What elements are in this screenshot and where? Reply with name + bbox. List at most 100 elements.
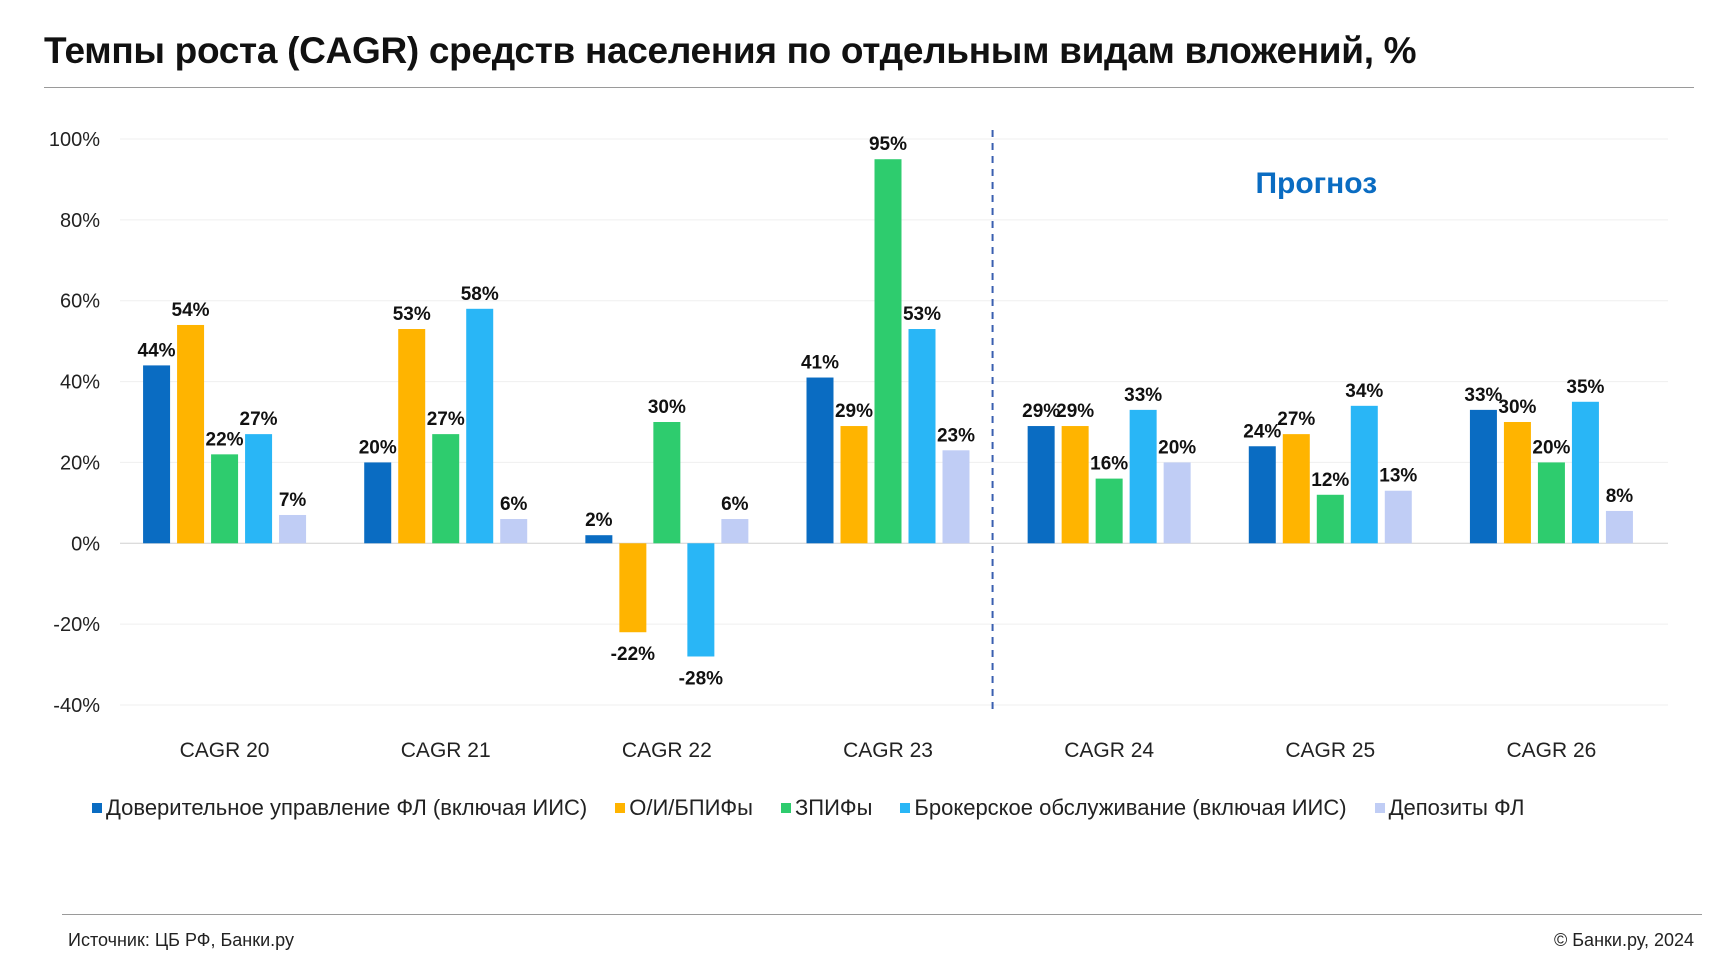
bar (1384, 490, 1412, 544)
bar (1605, 510, 1633, 544)
bar (1027, 426, 1055, 544)
y-tick-label: -20% (53, 614, 100, 636)
legend-label: Брокерское обслуживание (включая ИИС) (914, 795, 1347, 820)
bar (1163, 462, 1191, 544)
bar (1095, 478, 1123, 544)
x-tick-label: CAGR 22 (622, 739, 712, 762)
data-label: 2% (585, 510, 613, 531)
data-label: 20% (1532, 437, 1570, 458)
data-label: 20% (359, 437, 397, 458)
y-tick-label: 40% (60, 372, 100, 394)
bar (1469, 409, 1497, 544)
data-label: 58% (461, 284, 499, 305)
data-label: 27% (427, 409, 465, 430)
legend-label: Депозиты ФЛ (1388, 795, 1525, 820)
legend-item: Брокерское обслуживание (включая ИИС) (900, 795, 1347, 821)
data-label: 20% (1158, 437, 1196, 458)
data-label: 6% (721, 494, 749, 515)
legend-item: Депозиты ФЛ (1374, 795, 1525, 821)
legend-item: ЗПИФы (780, 795, 873, 821)
legend-swatch (615, 803, 626, 813)
legend-swatch (900, 803, 911, 813)
bar (466, 308, 494, 544)
footer-divider (62, 914, 1702, 915)
bar (1503, 422, 1531, 544)
y-tick-label: -40% (53, 695, 100, 717)
data-label: 33% (1464, 385, 1502, 406)
bar (1350, 405, 1378, 544)
bar (432, 434, 460, 544)
chart-title: Темпы роста (CAGR) средств населения по … (44, 30, 1417, 71)
y-tick-label: 60% (60, 291, 100, 313)
bar (1129, 409, 1157, 544)
data-label: 35% (1566, 377, 1604, 398)
data-label: 44% (138, 340, 176, 361)
data-label: 54% (172, 300, 210, 321)
data-label: 7% (279, 490, 307, 511)
bar (245, 434, 273, 544)
data-label: 6% (500, 494, 528, 515)
bar (585, 535, 613, 544)
y-tick-label: 100% (49, 129, 100, 151)
bar (687, 543, 715, 657)
chart-legend: Доверительное управление ФЛ (включая ИИС… (92, 795, 1524, 821)
bar (211, 454, 239, 544)
data-label: 95% (869, 134, 907, 155)
data-label: 13% (1379, 466, 1417, 487)
legend-swatch (92, 803, 102, 813)
bar (840, 426, 868, 544)
source-note: Источник: ЦБ РФ, Банки.ру (68, 930, 294, 950)
x-tick-label: CAGR 26 (1506, 739, 1596, 762)
x-tick-label: CAGR 25 (1285, 739, 1375, 762)
y-tick-label: 0% (71, 533, 100, 555)
legend-swatch (780, 803, 791, 813)
data-label: 29% (835, 401, 873, 422)
legend-label: О/И/БПИФы (629, 795, 753, 820)
copyright-note: © Банки.ру, 2024 (1553, 930, 1694, 950)
bar (653, 422, 681, 544)
data-label: 53% (903, 304, 941, 325)
data-label: 27% (240, 409, 278, 430)
bar (1248, 446, 1276, 544)
bar (500, 519, 528, 544)
data-label: 30% (648, 397, 686, 418)
bar (806, 377, 834, 544)
forecast-label: Прогноз (1255, 167, 1377, 200)
bar (874, 159, 902, 544)
data-label: 16% (1090, 454, 1128, 475)
legend-item: Доверительное управление ФЛ (включая ИИС… (92, 795, 587, 821)
bar (398, 329, 426, 544)
legend-label: Доверительное управление ФЛ (включая ИИС… (106, 795, 588, 820)
x-tick-label: CAGR 23 (843, 739, 933, 762)
legend-item: О/И/БПИФы (615, 795, 753, 821)
legend-label: ЗПИФы (794, 795, 873, 820)
bar (721, 519, 749, 544)
data-label: 22% (206, 429, 244, 450)
data-label: 33% (1124, 385, 1162, 406)
data-label: 30% (1498, 397, 1536, 418)
data-label: 23% (937, 425, 975, 446)
data-label: 24% (1243, 421, 1281, 442)
bar (1316, 494, 1344, 544)
bar (143, 365, 171, 544)
bar (177, 324, 205, 544)
data-label: 29% (1056, 401, 1094, 422)
data-label: -28% (679, 668, 723, 689)
bar (1282, 434, 1310, 544)
data-label: 8% (1606, 486, 1634, 507)
bar (1061, 426, 1089, 544)
bar (908, 329, 936, 544)
bar (619, 543, 647, 633)
bar (364, 462, 392, 544)
title-divider (44, 87, 1694, 88)
x-tick-label: CAGR 21 (401, 739, 491, 762)
data-label: 27% (1277, 409, 1315, 430)
bar (279, 514, 307, 544)
bar (942, 450, 970, 544)
x-tick-label: CAGR 24 (1064, 739, 1154, 762)
bar-chart: 100% 80% 60% 40% 20% 0% -20% -40% Прогноз 44% 54% 2… (49, 129, 1668, 762)
data-label: 29% (1022, 401, 1060, 422)
legend-swatch (1374, 803, 1385, 813)
data-label: 12% (1311, 470, 1349, 491)
data-label: 41% (801, 353, 839, 374)
